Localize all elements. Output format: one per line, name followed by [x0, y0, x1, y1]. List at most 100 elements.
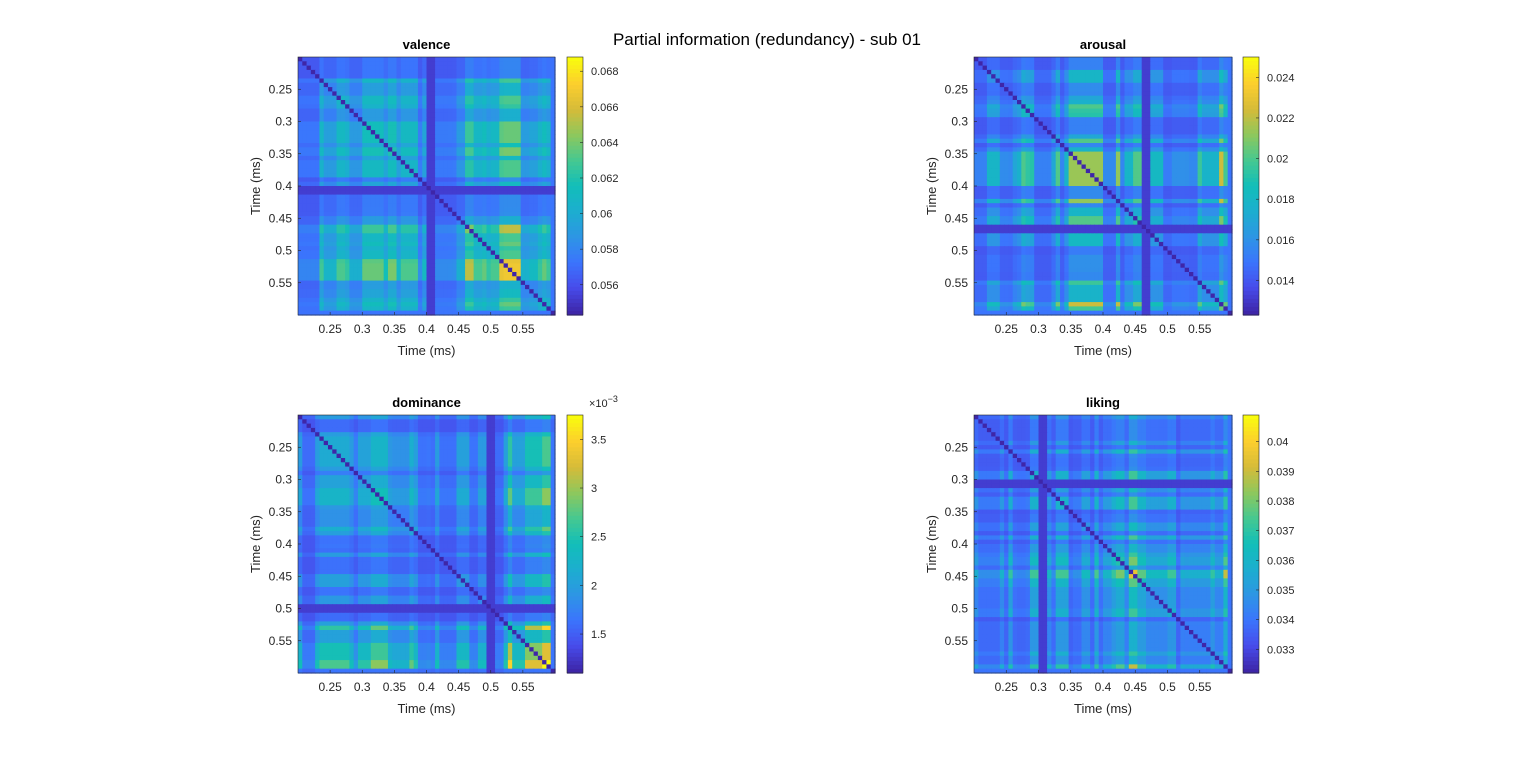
heatmap-cell	[542, 284, 548, 290]
heatmap-cell	[332, 69, 338, 75]
heatmap-cell	[460, 177, 466, 183]
heatmap-cell	[546, 147, 552, 153]
heatmap-cell	[298, 293, 303, 299]
heatmap-cell	[319, 310, 325, 316]
heatmap-cell	[452, 306, 458, 312]
heatmap-cell	[507, 241, 513, 247]
heatmap-cell	[1133, 78, 1138, 84]
heatmap-cell	[353, 297, 359, 303]
heatmap-cell	[383, 203, 389, 209]
heatmap-cell	[422, 241, 428, 247]
heatmap-cell	[516, 259, 522, 264]
heatmap-cell	[465, 241, 470, 247]
heatmap-cell	[340, 78, 346, 84]
heatmap-cell	[1180, 65, 1186, 71]
heatmap-cell	[302, 310, 308, 316]
heatmap-cell	[546, 125, 552, 131]
heatmap-cell	[1219, 138, 1224, 144]
heatmap-cell	[456, 233, 462, 239]
heatmap-cell	[529, 310, 535, 316]
heatmap-cell	[1154, 138, 1160, 144]
colorbar-tick-label: 0.058	[591, 244, 619, 256]
heatmap-cell	[1197, 104, 1203, 110]
heatmap-cell	[366, 280, 372, 286]
heatmap-cell	[426, 302, 432, 307]
heatmap-cell	[1090, 104, 1095, 110]
heatmap-cell	[465, 151, 470, 157]
heatmap-cell	[482, 198, 488, 204]
heatmap-cell	[465, 220, 470, 226]
heatmap-cell	[533, 293, 539, 299]
heatmap-cell	[486, 143, 492, 148]
heatmap-cell	[306, 61, 312, 67]
heatmap-cell	[465, 272, 470, 277]
heatmap-cell	[490, 91, 496, 97]
heatmap-cell	[422, 259, 428, 264]
heatmap-cell	[439, 246, 445, 252]
heatmap-cell	[490, 181, 496, 187]
heatmap-cell	[537, 151, 543, 157]
heatmap-cell	[1227, 100, 1233, 105]
heatmap-cell	[409, 112, 415, 118]
heatmap-cell	[469, 220, 475, 226]
heatmap-cell	[460, 69, 466, 75]
heatmap-cell	[507, 65, 513, 71]
heatmap-cell	[323, 190, 329, 196]
heatmap-cell	[383, 121, 389, 127]
heatmap-cell	[405, 289, 410, 295]
heatmap-cell	[503, 284, 509, 290]
heatmap-cell	[546, 241, 552, 247]
heatmap-cell	[469, 284, 475, 290]
heatmap-cell	[422, 130, 428, 135]
heatmap-cell	[542, 302, 548, 307]
heatmap-cell	[430, 100, 436, 105]
heatmap-cell	[546, 198, 552, 204]
heatmap-cell	[460, 61, 466, 67]
heatmap-cell	[345, 104, 350, 110]
heatmap-cell	[978, 117, 984, 123]
heatmap-cell	[507, 263, 513, 269]
heatmap-cell	[1060, 95, 1065, 101]
heatmap-cell	[452, 198, 458, 204]
heatmap-cell	[550, 250, 556, 256]
heatmap-cell	[422, 177, 428, 183]
heatmap-cell	[443, 138, 449, 144]
heatmap-cell	[460, 297, 466, 303]
heatmap-cell	[482, 310, 488, 316]
heatmap-cell	[520, 164, 526, 170]
heatmap-cell	[353, 246, 359, 252]
heatmap-cell	[507, 302, 513, 307]
heatmap-cell	[1025, 147, 1031, 153]
heatmap-cell	[1085, 108, 1091, 114]
heatmap-cell	[340, 250, 346, 256]
heatmap-cell	[387, 259, 393, 264]
heatmap-cell	[486, 284, 492, 290]
heatmap-cell	[349, 224, 355, 230]
heatmap-cell	[392, 254, 398, 260]
heatmap-cell	[490, 263, 496, 269]
heatmap-cell	[512, 82, 518, 88]
heatmap-cell	[323, 289, 329, 295]
heatmap-cell	[473, 211, 479, 217]
heatmap-cell	[422, 254, 428, 260]
heatmap-cell	[323, 160, 329, 166]
heatmap-cell	[473, 168, 479, 174]
heatmap-cell	[310, 181, 316, 187]
heatmap-cell	[456, 91, 462, 97]
heatmap-cell	[460, 108, 466, 114]
heatmap-cell	[546, 104, 552, 110]
heatmap-cell	[1060, 125, 1065, 131]
heatmap-cell	[387, 130, 393, 135]
heatmap-cell	[387, 186, 393, 191]
heatmap-cell	[533, 254, 539, 260]
heatmap-cell	[520, 87, 526, 92]
heatmap-cell	[362, 74, 368, 80]
heatmap-cell	[469, 259, 475, 264]
heatmap-cell	[327, 284, 333, 290]
heatmap-cell	[542, 211, 548, 217]
heatmap-cell	[430, 134, 436, 140]
heatmap-cell	[379, 211, 385, 217]
heatmap-cell	[332, 306, 338, 312]
heatmap-cell	[1227, 108, 1233, 114]
heatmap-cell	[417, 310, 423, 316]
